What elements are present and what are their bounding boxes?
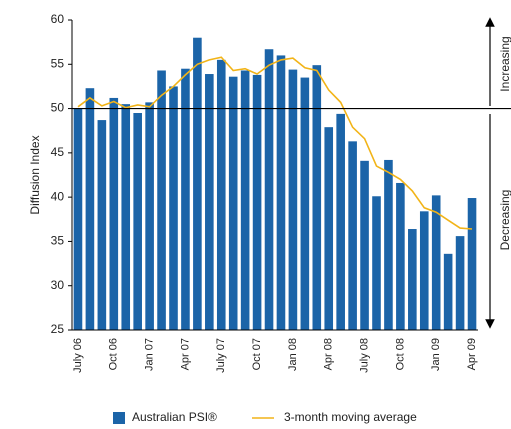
bar — [384, 159, 393, 330]
bar — [396, 182, 405, 330]
moving-average-line — [77, 56, 473, 230]
y-tick-label: 45 — [51, 145, 65, 159]
increasing-label: Increasing — [498, 36, 511, 91]
bar — [205, 74, 214, 331]
y-tick-label: 25 — [51, 322, 65, 336]
bar — [324, 127, 334, 331]
bar — [264, 49, 274, 330]
x-tick-label: Oct 06 — [108, 338, 120, 370]
legend-label: 3-month moving average — [284, 410, 417, 424]
bar — [431, 195, 441, 330]
x-tick-label: Apr 08 — [323, 338, 335, 370]
bar — [240, 70, 250, 330]
bar — [73, 108, 83, 330]
bar — [216, 59, 226, 330]
bar — [109, 97, 119, 330]
bar — [336, 113, 345, 330]
x-tick-label: July 06 — [72, 338, 84, 373]
x-tick-label: Jan 07 — [144, 338, 156, 371]
bar — [288, 69, 298, 330]
decreasing-label: Decreasing — [498, 190, 511, 251]
bar — [360, 160, 369, 330]
bar — [276, 55, 286, 331]
bar — [300, 77, 310, 330]
bar — [443, 253, 453, 330]
bar — [419, 211, 429, 330]
bar — [145, 102, 154, 330]
bar — [372, 196, 381, 330]
x-tick-label: Apr 07 — [179, 338, 191, 370]
y-tick-label: 50 — [51, 101, 65, 115]
x-tick-label: Oct 07 — [251, 338, 263, 370]
legend-label: Australian PSI® — [132, 410, 217, 424]
bar — [467, 198, 477, 330]
x-tick-label: Jan 09 — [430, 338, 442, 371]
x-tick-label: Jan 08 — [287, 338, 299, 371]
y-axis-label: Diffusion Index — [28, 135, 42, 214]
bar — [181, 68, 190, 330]
bar — [348, 141, 357, 330]
y-tick-label: 55 — [51, 56, 65, 70]
bar — [133, 113, 142, 330]
bar — [408, 229, 417, 330]
y-tick-label: 35 — [51, 234, 65, 248]
bar — [85, 88, 95, 330]
y-tick-label: 40 — [51, 189, 65, 203]
x-tick-label: Oct 08 — [394, 338, 406, 370]
bar — [169, 86, 178, 330]
bar — [252, 74, 262, 331]
bar — [193, 37, 202, 330]
bar — [228, 76, 238, 330]
y-tick-label: 30 — [51, 278, 65, 292]
bar — [97, 120, 107, 330]
bar — [157, 70, 166, 330]
x-tick-label: Apr 09 — [466, 338, 478, 370]
bar — [455, 236, 465, 330]
bar — [312, 65, 322, 331]
bar — [121, 104, 131, 331]
x-tick-label: July 07 — [215, 338, 227, 373]
legend-swatch — [113, 412, 125, 424]
y-tick-label: 60 — [51, 12, 65, 26]
x-tick-label: July 08 — [358, 338, 370, 373]
